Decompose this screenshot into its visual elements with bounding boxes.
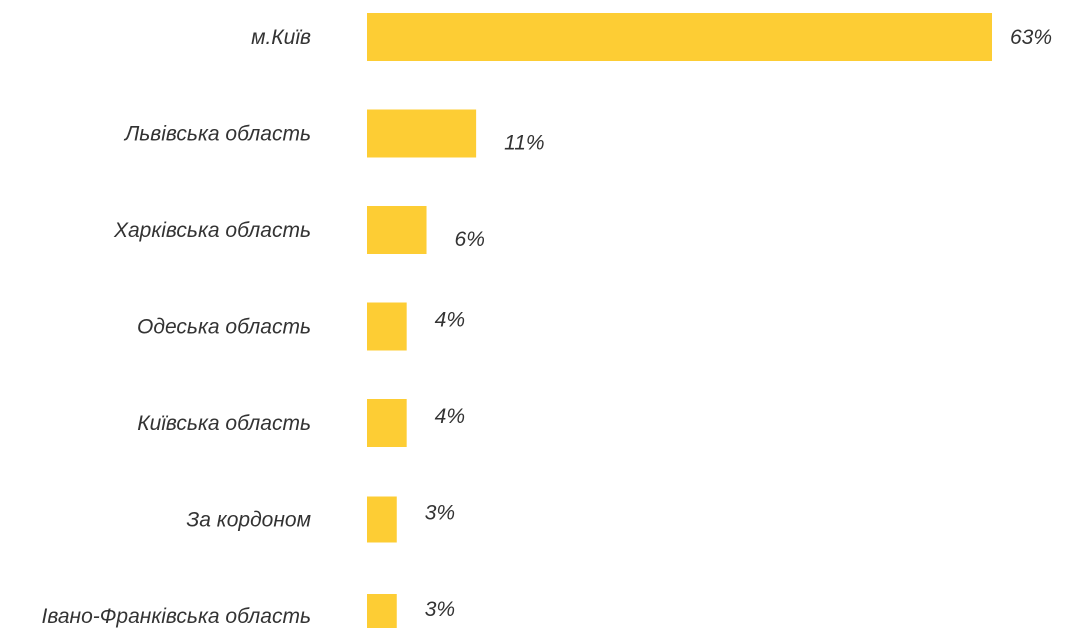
bar (367, 399, 407, 447)
bar (367, 302, 407, 351)
value-label: 3% (425, 598, 455, 621)
bar (367, 109, 477, 158)
category-label: Одеська область (137, 316, 311, 339)
value-label: 4% (435, 405, 465, 428)
category-label: Харківська область (113, 219, 311, 242)
value-label: 3% (425, 502, 455, 525)
bar (367, 13, 992, 61)
value-label: 6% (455, 228, 485, 251)
category-label: Івано-Франківська область (42, 605, 312, 628)
value-label: 63% (1010, 26, 1052, 49)
category-label: За кордоном (186, 509, 311, 532)
value-label: 4% (435, 309, 465, 332)
bar (367, 206, 427, 254)
category-label: м.Київ (251, 26, 311, 49)
bar (367, 594, 397, 633)
category-label: Львівська область (123, 123, 311, 146)
category-label: Київська область (137, 412, 311, 435)
bar (367, 496, 397, 543)
value-label: 11% (504, 132, 544, 155)
